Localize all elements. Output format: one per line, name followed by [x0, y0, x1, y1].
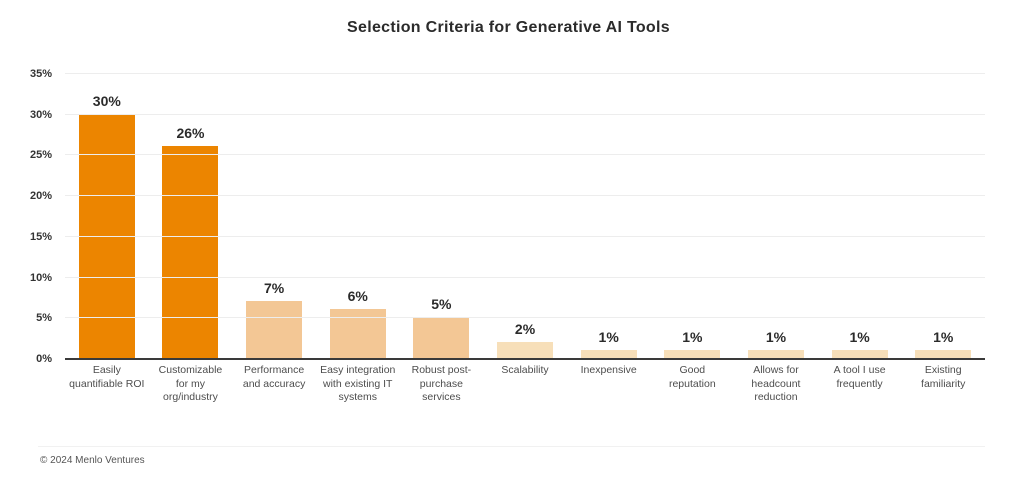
bar-value-label-robust-post-purchase-services: 5% [431, 296, 452, 313]
bar-performance-and-accuracy [246, 301, 303, 358]
x-axis-labels: Easily quantifiable ROI Customizable for … [65, 364, 985, 405]
bar-cell-easy-integration-with-existing-it-systems: 6% [316, 73, 400, 358]
bar-cell-good-reputation: 1% [650, 73, 734, 358]
x-axis-label-performance-and-accuracy: Performance and accuracy [242, 364, 306, 390]
bar-value-label-inexpensive: 1% [598, 328, 619, 345]
bar-cell-inexpensive: 1% [567, 73, 651, 358]
y-tick-label-20: 20% [29, 190, 52, 203]
bar-value-label-easy-integration-with-existing-it-systems: 6% [347, 288, 368, 305]
bar-cell-easily-quantifiable-roi: 30% [65, 73, 149, 358]
copyright-text: © 2024 Menlo Ventures [40, 455, 145, 466]
plot-area: 0% 5% 10% 15% 20% 25% 30% 35% 30% 26% 7% 6% 5% 2% 1% 1… [30, 68, 985, 365]
x-axis-label-good-reputation: Good reputation [668, 364, 716, 390]
bar-cell-a-tool-i-use-frequently: 1% [818, 73, 902, 358]
bar-cell-robust-post-purchase-services: 5% [400, 73, 484, 358]
bar-inexpensive [580, 349, 637, 358]
chart-title: Selection Criteria for Generative AI Too… [347, 19, 670, 36]
x-axis-label-a-tool-i-use-frequently: A tool I use frequently [833, 364, 886, 390]
x-axis-label-robust-post-purchase-services: Robust post- purchase services [411, 364, 472, 404]
bar-value-label-scalability: 2% [514, 320, 536, 337]
y-tick-label-35: 35% [29, 68, 52, 80]
bar-value-label-a-tool-i-use-frequently: 1% [849, 328, 870, 345]
bar-value-label-good-reputation: 1% [682, 328, 703, 345]
x-axis-label-customizable-for-my-org-industry: Customizable for my org/industry [158, 364, 223, 404]
x-axis-label-easy-integration-with-existing-it-systems: Easy integration with existing IT system… [320, 364, 396, 404]
y-tick-label-15: 15% [29, 230, 52, 243]
bar-scalability [497, 341, 554, 358]
gridline-5 [65, 317, 985, 319]
footer-divider [38, 446, 985, 447]
bar-value-label-customizable-for-my-org-industry: 26% [176, 125, 205, 142]
bar-customizable-for-my-org-industry [162, 146, 219, 358]
x-axis-label-scalability: Scalability [501, 364, 549, 376]
gridline-35 [65, 73, 985, 74]
y-tick-label-0: 0% [36, 353, 52, 365]
bar-robust-post-purchase-services [413, 317, 470, 358]
bar-good-reputation [664, 349, 721, 358]
bar-cell-allows-for-headcount-reduction: 1% [734, 73, 818, 358]
x-axis-label-allows-for-headcount-reduction: Allows for headcount reduction [751, 364, 801, 404]
y-tick-label-10: 10% [29, 271, 52, 284]
bar-value-label-performance-and-accuracy: 7% [263, 280, 285, 296]
bar-cell-scalability: 2% [483, 73, 567, 358]
y-axis: 0% 5% 10% 15% 20% 25% 30% 35% [0, 68, 52, 365]
bar-allows-for-headcount-reduction [747, 349, 804, 358]
y-tick-label-5: 5% [36, 312, 52, 325]
bar-existing-familiarity [915, 349, 972, 358]
gridline-20 [65, 195, 985, 197]
bar-value-label-easily-quantifiable-roi: 30% [92, 92, 121, 109]
bars-container: 30% 26% 7% 6% 5% 2% 1% 1% 1% 1% 1% [65, 73, 985, 358]
y-tick-label-30: 30% [29, 108, 52, 121]
bar-cell-existing-familiarity: 1% [901, 73, 985, 358]
gridline-15 [65, 235, 985, 237]
x-axis-label-easily-quantifiable-roi: Easily quantifiable ROI [69, 364, 145, 390]
bar-cell-customizable-for-my-org-industry: 26% [149, 73, 233, 358]
gridline-25 [65, 154, 985, 156]
x-axis-label-inexpensive: Inexpensive [580, 364, 637, 376]
gridline-30 [65, 113, 985, 115]
x-axis-label-existing-familiarity: Existing familiarity [921, 364, 966, 390]
bar-value-label-existing-familiarity: 1% [933, 328, 954, 345]
bar-a-tool-i-use-frequently [831, 349, 888, 358]
gridline-10 [65, 276, 985, 278]
bar-value-label-allows-for-headcount-reduction: 1% [765, 328, 787, 345]
bar-cell-performance-and-accuracy: 7% [232, 73, 316, 358]
y-tick-label-25: 25% [29, 149, 52, 162]
